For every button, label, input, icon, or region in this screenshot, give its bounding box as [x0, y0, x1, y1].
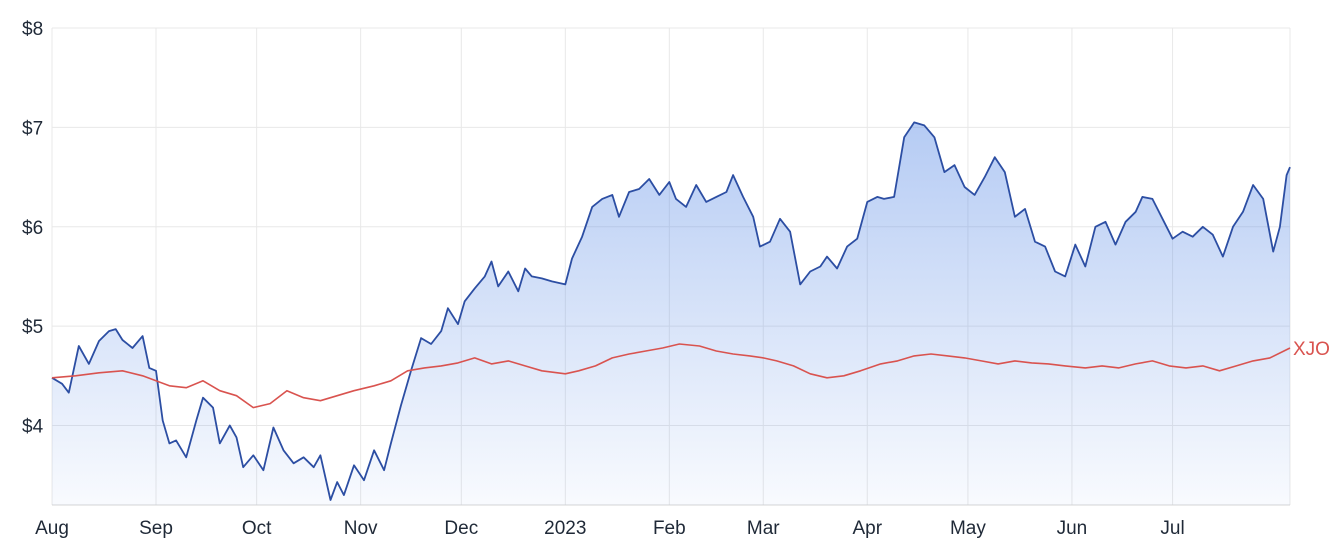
x-tick-label: Jul — [1160, 518, 1184, 539]
xjo-series-label: XJO — [1293, 339, 1330, 360]
axis-labels: $8 $7 $6 $5 $4 Aug Sep Oct Nov Dec 2023 Feb Mar Apr Ma… — [22, 19, 1185, 539]
x-tick-label: Nov — [344, 518, 378, 539]
line-layer — [51, 121, 1291, 501]
x-tick-label: Dec — [444, 518, 478, 539]
x-tick-label: Apr — [852, 518, 882, 539]
y-tick-label: $7 — [22, 118, 43, 139]
y-tick-label: $4 — [22, 417, 44, 438]
y-tick-label: $6 — [22, 218, 43, 239]
x-tick-label: 2023 — [544, 518, 586, 539]
xjo-series-line — [51, 343, 1291, 409]
series-labels: XJO — [1293, 339, 1330, 360]
price-series-line — [51, 121, 1291, 501]
x-tick-label: Feb — [653, 518, 686, 539]
x-tick-label: Aug — [35, 518, 69, 539]
x-tick-label: May — [950, 518, 986, 539]
price-area — [52, 122, 1290, 506]
area-layer — [52, 122, 1290, 506]
x-tick-label: Mar — [747, 518, 780, 539]
x-tick-label: Jun — [1057, 518, 1088, 539]
x-tick-label: Oct — [242, 518, 272, 539]
x-tick-label: Sep — [139, 518, 173, 539]
y-tick-label: $8 — [22, 19, 43, 40]
y-tick-label: $5 — [22, 317, 43, 338]
